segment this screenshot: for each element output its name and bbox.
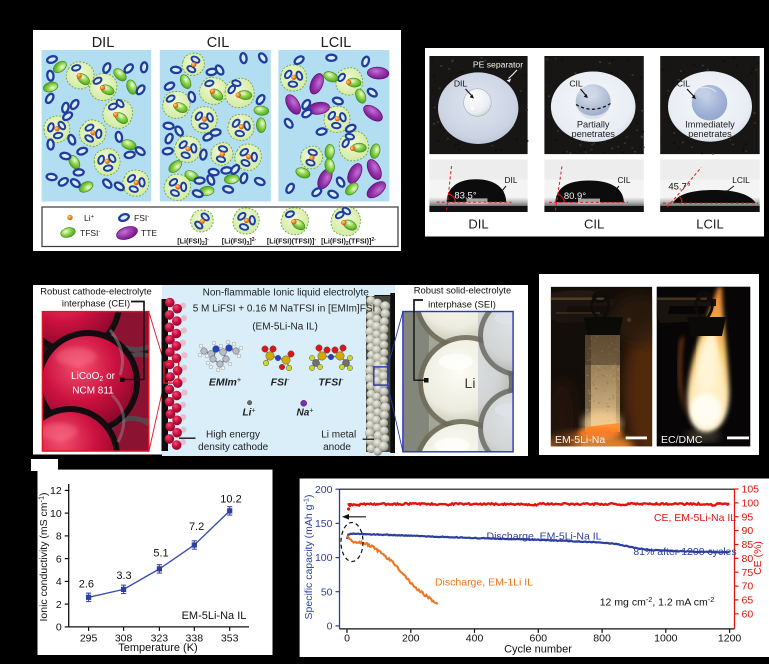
- svg-text:150: 150: [315, 518, 333, 530]
- svg-text:TTE: TTE: [141, 228, 157, 238]
- svg-text:90: 90: [742, 525, 754, 537]
- svg-text:80.9°: 80.9°: [564, 191, 586, 202]
- svg-text:Cycle number: Cycle number: [504, 644, 572, 656]
- svg-text:EM-5Li-Na: EM-5Li-Na: [555, 434, 605, 446]
- svg-text:50: 50: [321, 586, 333, 598]
- svg-text:CIL: CIL: [618, 175, 631, 185]
- svg-text:Specific capacity (mAh g-1): Specific capacity (mAh g-1): [302, 495, 316, 620]
- svg-text:0: 0: [56, 622, 62, 634]
- svg-text:LiCoO2 or: LiCoO2 or: [71, 371, 116, 383]
- svg-text:Na+: Na+: [297, 407, 314, 418]
- svg-text:4: 4: [56, 576, 62, 588]
- svg-text:Li+: Li+: [243, 407, 256, 418]
- svg-text:105: 105: [742, 484, 760, 496]
- svg-text:interphase (SEI): interphase (SEI): [428, 299, 496, 310]
- svg-text:penetrates: penetrates: [688, 129, 732, 139]
- svg-text:PE separator: PE separator: [473, 60, 523, 70]
- svg-text:83.5°: 83.5°: [454, 191, 476, 202]
- svg-text:12 mg cm-2, 1.2 mA cm-2: 12 mg cm-2, 1.2 mA cm-2: [600, 595, 715, 609]
- svg-text:Non-flammable Ionic liquid ele: Non-flammable Ionic liquid electrolyte: [203, 288, 370, 299]
- svg-text:3.3: 3.3: [116, 570, 131, 582]
- svg-text:LCIL: LCIL: [672, 79, 690, 89]
- svg-text:100: 100: [742, 497, 760, 509]
- svg-text:Li: Li: [465, 375, 476, 391]
- svg-text:CE (%): CE (%): [752, 541, 764, 575]
- svg-text:density cathode: density cathode: [198, 442, 268, 453]
- svg-text:[Li(FSI)2(TFSI)]2-: [Li(FSI)2(TFSI)]2-: [321, 237, 376, 247]
- svg-text:0: 0: [327, 621, 333, 633]
- svg-text:NCM 811: NCM 811: [72, 386, 114, 397]
- svg-text:FSI-: FSI-: [134, 213, 149, 223]
- svg-text:338: 338: [186, 632, 204, 644]
- svg-text:10.2: 10.2: [220, 494, 241, 506]
- svg-text:Ionic conductivity (mS cm-1): Ionic conductivity (mS cm-1): [37, 492, 51, 621]
- svg-text:CIL: CIL: [207, 35, 230, 51]
- svg-text:Robust solid-electrolyte: Robust solid-electrolyte: [414, 285, 511, 296]
- svg-text:2.6: 2.6: [79, 579, 94, 591]
- svg-text:LCIL: LCIL: [732, 175, 750, 185]
- svg-text:7.2: 7.2: [189, 521, 204, 533]
- svg-text:8: 8: [56, 531, 62, 543]
- svg-text:353: 353: [221, 632, 239, 644]
- svg-text:Temperature (K): Temperature (K): [118, 642, 197, 654]
- svg-text:10: 10: [50, 508, 62, 520]
- svg-text:1200: 1200: [718, 633, 742, 645]
- svg-text:Li metal: Li metal: [321, 430, 356, 441]
- svg-text:95: 95: [742, 511, 754, 523]
- svg-text:interphase (CEI): interphase (CEI): [62, 298, 130, 309]
- svg-text:[Li(FSI)(TFSI)]-: [Li(FSI)(TFSI)]-: [267, 237, 317, 246]
- svg-text:Immediately: Immediately: [685, 120, 735, 130]
- svg-text:DIL: DIL: [92, 35, 115, 51]
- svg-text:anode: anode: [323, 442, 351, 453]
- svg-text:Li+: Li+: [84, 213, 95, 223]
- svg-text:65: 65: [742, 595, 754, 607]
- svg-text:80: 80: [742, 553, 754, 565]
- svg-text:5 M LiFSI + 0.16 M NaTFSI in [: 5 M LiFSI + 0.16 M NaTFSI in [EMIm]FSI: [193, 304, 376, 315]
- svg-text:45.7°: 45.7°: [668, 182, 690, 193]
- svg-text:60: 60: [742, 608, 754, 620]
- svg-text:308: 308: [115, 632, 133, 644]
- svg-text:Discharge, EM-5Li-Na IL: Discharge, EM-5Li-Na IL: [487, 531, 602, 543]
- svg-text:0: 0: [344, 633, 350, 645]
- svg-text:CIL: CIL: [569, 79, 583, 89]
- svg-text:LCIL: LCIL: [321, 35, 352, 51]
- svg-text:12: 12: [50, 485, 62, 497]
- svg-text:600: 600: [530, 633, 548, 645]
- svg-text:[Li(FSI)3]2-: [Li(FSI)3]2-: [222, 237, 257, 247]
- svg-text:EMIm+: EMIm+: [209, 375, 241, 388]
- svg-text:85: 85: [742, 539, 754, 551]
- svg-text:High energy: High energy: [206, 430, 260, 441]
- svg-text:CE, EM-5Li-Na IL: CE, EM-5Li-Na IL: [654, 512, 736, 524]
- svg-text:2: 2: [56, 599, 62, 611]
- svg-text:323: 323: [151, 632, 169, 644]
- svg-text:LCIL: LCIL: [696, 217, 723, 232]
- svg-text:(EM-5Li-Na IL): (EM-5Li-Na IL): [252, 322, 318, 333]
- svg-text:Discharge, EM-1Li IL: Discharge, EM-1Li IL: [435, 577, 533, 589]
- svg-text:Robust cathode-electrolyte: Robust cathode-electrolyte: [40, 286, 152, 297]
- svg-text:EC/DMC: EC/DMC: [661, 434, 703, 446]
- svg-text:100: 100: [315, 552, 333, 564]
- svg-text:CIL: CIL: [584, 217, 604, 232]
- svg-text:295: 295: [80, 632, 98, 644]
- svg-text:70: 70: [742, 581, 754, 593]
- svg-text:[Li(FSI)2]-: [Li(FSI)2]-: [177, 237, 209, 247]
- svg-text:81% after 1200 cycles: 81% after 1200 cycles: [633, 546, 736, 558]
- svg-text:penetrates: penetrates: [571, 129, 615, 139]
- svg-text:800: 800: [593, 633, 611, 645]
- svg-text:400: 400: [466, 633, 484, 645]
- svg-text:FSI-: FSI-: [271, 375, 290, 388]
- svg-text:DIL: DIL: [468, 217, 488, 232]
- svg-text:TFSI-: TFSI-: [318, 375, 344, 388]
- svg-text:DIL: DIL: [454, 79, 468, 89]
- svg-text:TFSI-: TFSI-: [80, 228, 100, 238]
- svg-text:Partially: Partially: [577, 120, 610, 130]
- svg-text:200: 200: [402, 633, 420, 645]
- svg-text:6: 6: [56, 553, 62, 565]
- svg-text:75: 75: [742, 567, 754, 579]
- svg-text:1000: 1000: [654, 633, 678, 645]
- svg-text:DIL: DIL: [505, 175, 518, 185]
- svg-text:5.1: 5.1: [153, 548, 168, 560]
- svg-text:200: 200: [315, 484, 333, 496]
- svg-text:EM-5Li-Na IL: EM-5Li-Na IL: [182, 610, 247, 622]
